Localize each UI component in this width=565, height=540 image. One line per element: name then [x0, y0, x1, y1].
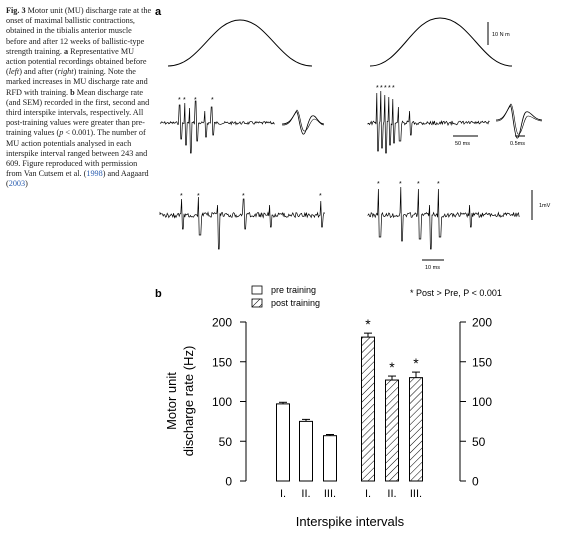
caption-text-8: )	[25, 179, 28, 189]
caption-panel-a-ref: a	[63, 46, 69, 56]
spike-star: *	[242, 193, 245, 200]
caption-p-variable: p	[59, 128, 64, 138]
y-axis-title-line2: discharge rate (Hz)	[181, 346, 196, 457]
x-tick-label: I.	[280, 488, 286, 500]
bar-post-training	[409, 377, 423, 482]
emg-trace-path	[159, 196, 326, 250]
y-tick-label-left: 100	[212, 395, 232, 409]
force-curve-post	[369, 17, 513, 67]
legend-label-post: post training	[271, 298, 320, 308]
y-axis-title-line1: Motor unit	[164, 372, 179, 430]
spike-star: *	[399, 181, 402, 188]
y-tick-label-left: 50	[219, 435, 233, 449]
significance-star: *	[389, 359, 395, 375]
emg-trace-pre-upper	[159, 100, 275, 154]
spike-star: *	[180, 193, 183, 200]
spike-star: *	[178, 97, 181, 104]
x-tick-label: III.	[410, 488, 422, 500]
spike-star: *	[388, 85, 391, 92]
spike-star: *	[211, 97, 214, 104]
bar-post-training	[385, 379, 399, 482]
caption-fig-label: Fig. 3	[6, 6, 26, 15]
emg-trace-path	[159, 100, 275, 154]
panel-b-label: b	[155, 288, 162, 300]
mu-waveform-inset-pre-2	[281, 109, 325, 132]
significance-note: * Post > Pre, P < 0.001	[410, 288, 502, 298]
caption-text-2: Representative MU action potential recor…	[6, 46, 147, 77]
y-tick-label-left: 0	[225, 475, 232, 489]
caption-reference-link-2[interactable]: 2003	[8, 179, 26, 189]
x-tick-label: II.	[301, 488, 310, 500]
caption-text-4: ) training. Note the marked increases in…	[6, 67, 148, 97]
legend-label-pre: pre training	[271, 285, 316, 295]
caption-text-1: Motor unit (MU) discharge rate at the on…	[6, 6, 152, 56]
force-scale-label: 10 N m	[492, 32, 510, 38]
y-tick-label-left: 150	[212, 355, 232, 369]
caption-reference-link-1[interactable]: 1998	[86, 169, 103, 179]
bar-pre-training	[323, 435, 337, 482]
x-tick-label: II.	[387, 488, 396, 500]
legend-swatch-pre	[251, 285, 263, 295]
y-tick-label-right: 100	[472, 395, 492, 409]
spike-star: *	[194, 97, 197, 104]
force-curve-pre	[167, 19, 313, 67]
spike-star: *	[319, 193, 322, 200]
y-tick-label-right: 0	[472, 475, 479, 489]
x-tick-label: III.	[324, 488, 336, 500]
caption-panel-b-ref: b	[70, 87, 75, 97]
spike-star: *	[377, 181, 380, 188]
bar-pre-training	[299, 420, 313, 482]
emg-trace-post-upper	[367, 90, 490, 154]
figure-caption: Fig. 3 Motor unit (MU) discharge rate at…	[6, 6, 154, 190]
caption-text-3: ) and after (	[19, 67, 58, 77]
caption-left-word: left	[8, 67, 20, 77]
spike-star: *	[417, 181, 420, 188]
spike-star: *	[392, 85, 395, 92]
time-scale-label-1: 50 ms	[455, 141, 470, 147]
bar-post-training	[361, 336, 375, 482]
time-scale-label-3: 10 ms	[425, 265, 440, 271]
caption-text-6: < 0.001). The number of MU action potent…	[6, 128, 148, 179]
bar-pre-training	[276, 403, 290, 482]
spike-star: *	[197, 193, 200, 200]
caption-text-7: ) and Aagaard (	[6, 169, 149, 189]
y-tick-label-right: 50	[472, 435, 486, 449]
spike-star: *	[376, 85, 379, 92]
x-axis-title: Interspike intervals	[296, 514, 405, 529]
bar-group: I. II. III. I. II. III. * * *	[276, 316, 423, 500]
significance-star: *	[413, 355, 419, 371]
mu-waveform-inset-post-2	[495, 103, 543, 135]
time-scale-label-2: 0.5ms	[510, 141, 525, 147]
y-tick-label-right: 200	[472, 316, 492, 330]
spike-star: *	[183, 97, 186, 104]
spike-star: *	[437, 181, 440, 188]
y-tick-label-left: 200	[212, 316, 232, 330]
caption-right-word: right	[57, 67, 74, 77]
significance-star: *	[365, 316, 371, 332]
emg-trace-path	[367, 186, 520, 250]
panel-a-label: a	[155, 6, 162, 18]
legend-swatch-post	[251, 298, 263, 308]
spike-star: *	[384, 85, 387, 92]
y-axis-ticks: 0 0 50 50 100 100 150 150 200 200	[212, 316, 492, 489]
caption-text-5: Mean discharge rate (and SEM) recorded i…	[6, 87, 150, 138]
emg-trace-path	[367, 90, 490, 154]
x-tick-label: I.	[365, 488, 371, 500]
spike-star: *	[380, 85, 383, 92]
emg-trace-pre-lower	[159, 196, 326, 250]
voltage-scale-label: 1mV	[539, 203, 551, 209]
y-tick-label-right: 150	[472, 355, 492, 369]
emg-trace-post-lower	[367, 186, 520, 250]
